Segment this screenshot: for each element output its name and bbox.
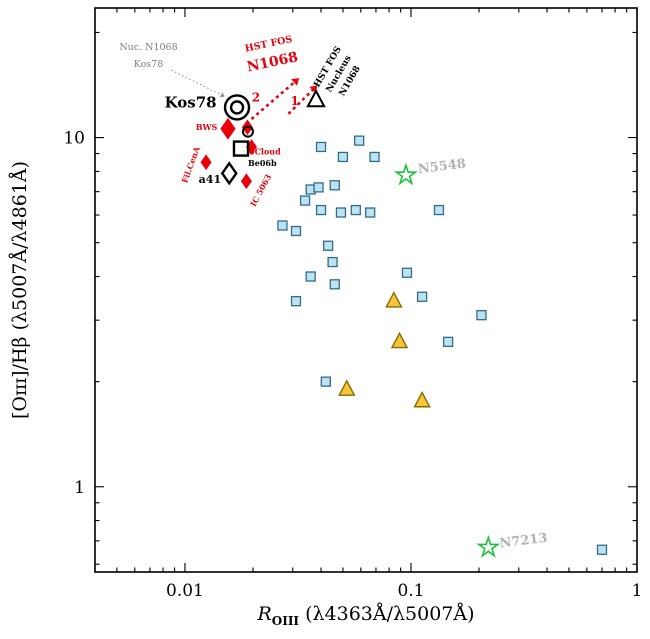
annotation-2: 2: [252, 90, 260, 104]
red-diamonds-marker: [200, 154, 212, 171]
comparison-squares-marker: [335, 207, 347, 218]
comparison-squares-marker: [329, 279, 340, 290]
comparison-squares-marker: [322, 240, 334, 251]
red-arrow-2: [250, 78, 300, 121]
yellow-triangles-marker: [413, 390, 431, 408]
comparison-squares-marker: [305, 271, 316, 282]
x-tick-label-0-01: 0.01: [166, 581, 204, 601]
x-axis-label: ROIII (λ4363Å/λ5007Å): [256, 603, 474, 628]
annotation-a41: a41: [199, 173, 221, 186]
annotation-ic-5063: IC 5063: [248, 172, 274, 208]
comparison-squares-marker: [442, 336, 454, 348]
kos78-double-circle-marker: [223, 94, 251, 121]
series-comparison-squares: [277, 135, 608, 555]
x-axis-label-units: (λ4363Å/λ5007Å): [299, 603, 475, 625]
comparison-squares-marker: [329, 180, 340, 191]
comparison-squares-marker: [315, 141, 327, 153]
series-green-stars: [393, 162, 501, 558]
series-open-triangle-n1068: [306, 88, 326, 108]
gray-arrow-kos78: [171, 69, 225, 98]
red-diamonds-marker: [240, 173, 252, 190]
annotation-bws: BWS: [196, 122, 218, 132]
comparison-squares-marker: [277, 220, 288, 231]
annotation-nuc-n1068: Nuc. N1068: [119, 42, 177, 53]
series-open-diamond-a41: [220, 161, 238, 186]
comparison-squares-marker: [337, 151, 349, 163]
comparison-squares-marker: [290, 296, 302, 307]
red-diamond-large-marker: [220, 117, 236, 140]
comparison-squares-marker: [327, 256, 338, 268]
comparison-squares-marker: [299, 195, 311, 206]
comparison-squares-marker: [313, 182, 324, 193]
comparison-squares-marker: [365, 207, 376, 218]
comparison-squares-marker: [476, 310, 487, 321]
annotation-kos78: Kos78: [134, 59, 164, 70]
open-diamond-a41-marker: [220, 161, 238, 186]
plot-frame: [94, 7, 638, 573]
annotation-0cloud: 0Cloud: [249, 146, 281, 156]
y-tick-label-1: 1: [74, 478, 85, 498]
yellow-triangles-marker: [390, 331, 409, 349]
open-square-be06b-marker: [232, 140, 250, 157]
yellow-triangles-marker: [338, 379, 356, 396]
y-axis-label: [Oɪɪɪ]/Hβ (λ5007Å/λ4861Å): [9, 161, 31, 419]
comparison-squares-marker: [433, 204, 445, 216]
series-yellow-triangles: [338, 291, 431, 408]
series-open-square-be06b: [232, 140, 250, 157]
comparison-squares-marker: [320, 376, 331, 387]
x-axis-label-main: R: [256, 603, 271, 625]
comparison-squares-marker: [369, 151, 380, 163]
yellow-triangles-marker: [385, 291, 403, 308]
comparison-squares-marker: [315, 204, 327, 216]
series-red-diamond-large: [220, 117, 236, 140]
small-open-circle-marker: [241, 125, 254, 138]
annotation-n7213: N7213: [499, 531, 549, 552]
x-axis-label-sub: OIII: [272, 614, 300, 628]
comparison-squares-marker: [401, 267, 413, 278]
series-small-open-circle: [241, 125, 254, 138]
green-stars-marker: [476, 534, 501, 558]
green-stars-marker: [393, 162, 418, 186]
annotation-n5548: N5548: [417, 157, 467, 178]
open-triangle-n1068-marker: [306, 88, 326, 108]
comparison-squares-marker: [350, 204, 361, 216]
x-tick-label-1: 1: [632, 581, 643, 601]
comparison-squares-marker: [290, 225, 302, 237]
comparison-squares-marker: [354, 135, 365, 146]
comparison-squares-marker: [416, 291, 428, 302]
x-tick-label-0-1: 0.1: [397, 581, 424, 601]
annotation-be06b: Be06b: [248, 158, 277, 168]
annotation-1: 1: [291, 94, 299, 108]
comparison-squares-marker: [596, 544, 608, 555]
annotation-kos78: Kos78: [165, 93, 217, 111]
y-tick-label-10: 10: [63, 129, 85, 149]
series-kos78-double-circle: [223, 94, 251, 121]
